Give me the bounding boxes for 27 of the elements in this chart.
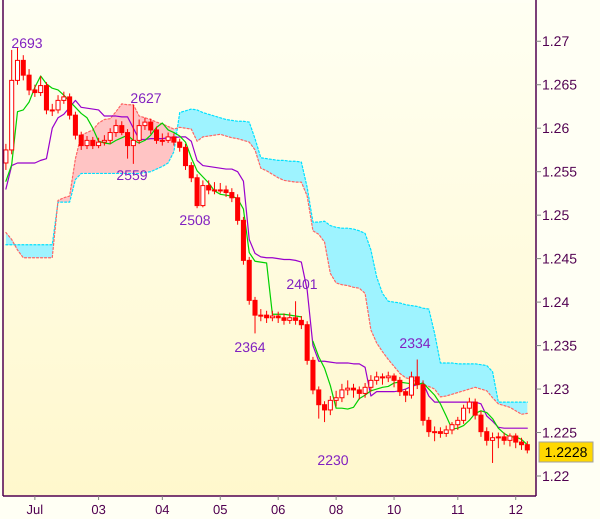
y-tick-label: 1.235 [542, 337, 578, 354]
x-tick-label: 10 [386, 502, 402, 517]
y-tick-label: 1.26 [542, 120, 570, 136]
x-tick-label: 11 [451, 502, 465, 517]
y-tick-label: 1.24 [542, 294, 570, 310]
annotation: 2693 [11, 34, 43, 51]
annotation: 2230 [317, 452, 349, 468]
x-tick-label: 05 [213, 502, 228, 517]
annotation: 2364 [234, 338, 266, 355]
y-tick-label: 1.265 [542, 76, 578, 93]
y-tick-label: 1.23 [542, 380, 570, 397]
y-tick-label: 1.27 [542, 33, 570, 50]
y-tick-label: 1.22 [542, 468, 570, 484]
y-tick-label: 1.245 [542, 250, 578, 267]
text: 1.2228 [544, 444, 588, 460]
x-tick-label: 12 [508, 502, 523, 517]
x-tick-label: 03 [91, 502, 106, 517]
annotation: 2627 [130, 90, 162, 106]
y-tick-label: 1.25 [542, 207, 570, 224]
y-tick-label: 1.225 [542, 424, 578, 440]
x-tick-label: 08 [328, 502, 344, 517]
x-tick-label: Jul [26, 502, 44, 517]
x-tick-label: 04 [155, 502, 170, 517]
annotation: 2508 [179, 212, 211, 228]
x-tick-label: 06 [270, 502, 286, 517]
annotation: 2334 [399, 334, 431, 351]
y-tick-label: 1.255 [542, 164, 578, 180]
